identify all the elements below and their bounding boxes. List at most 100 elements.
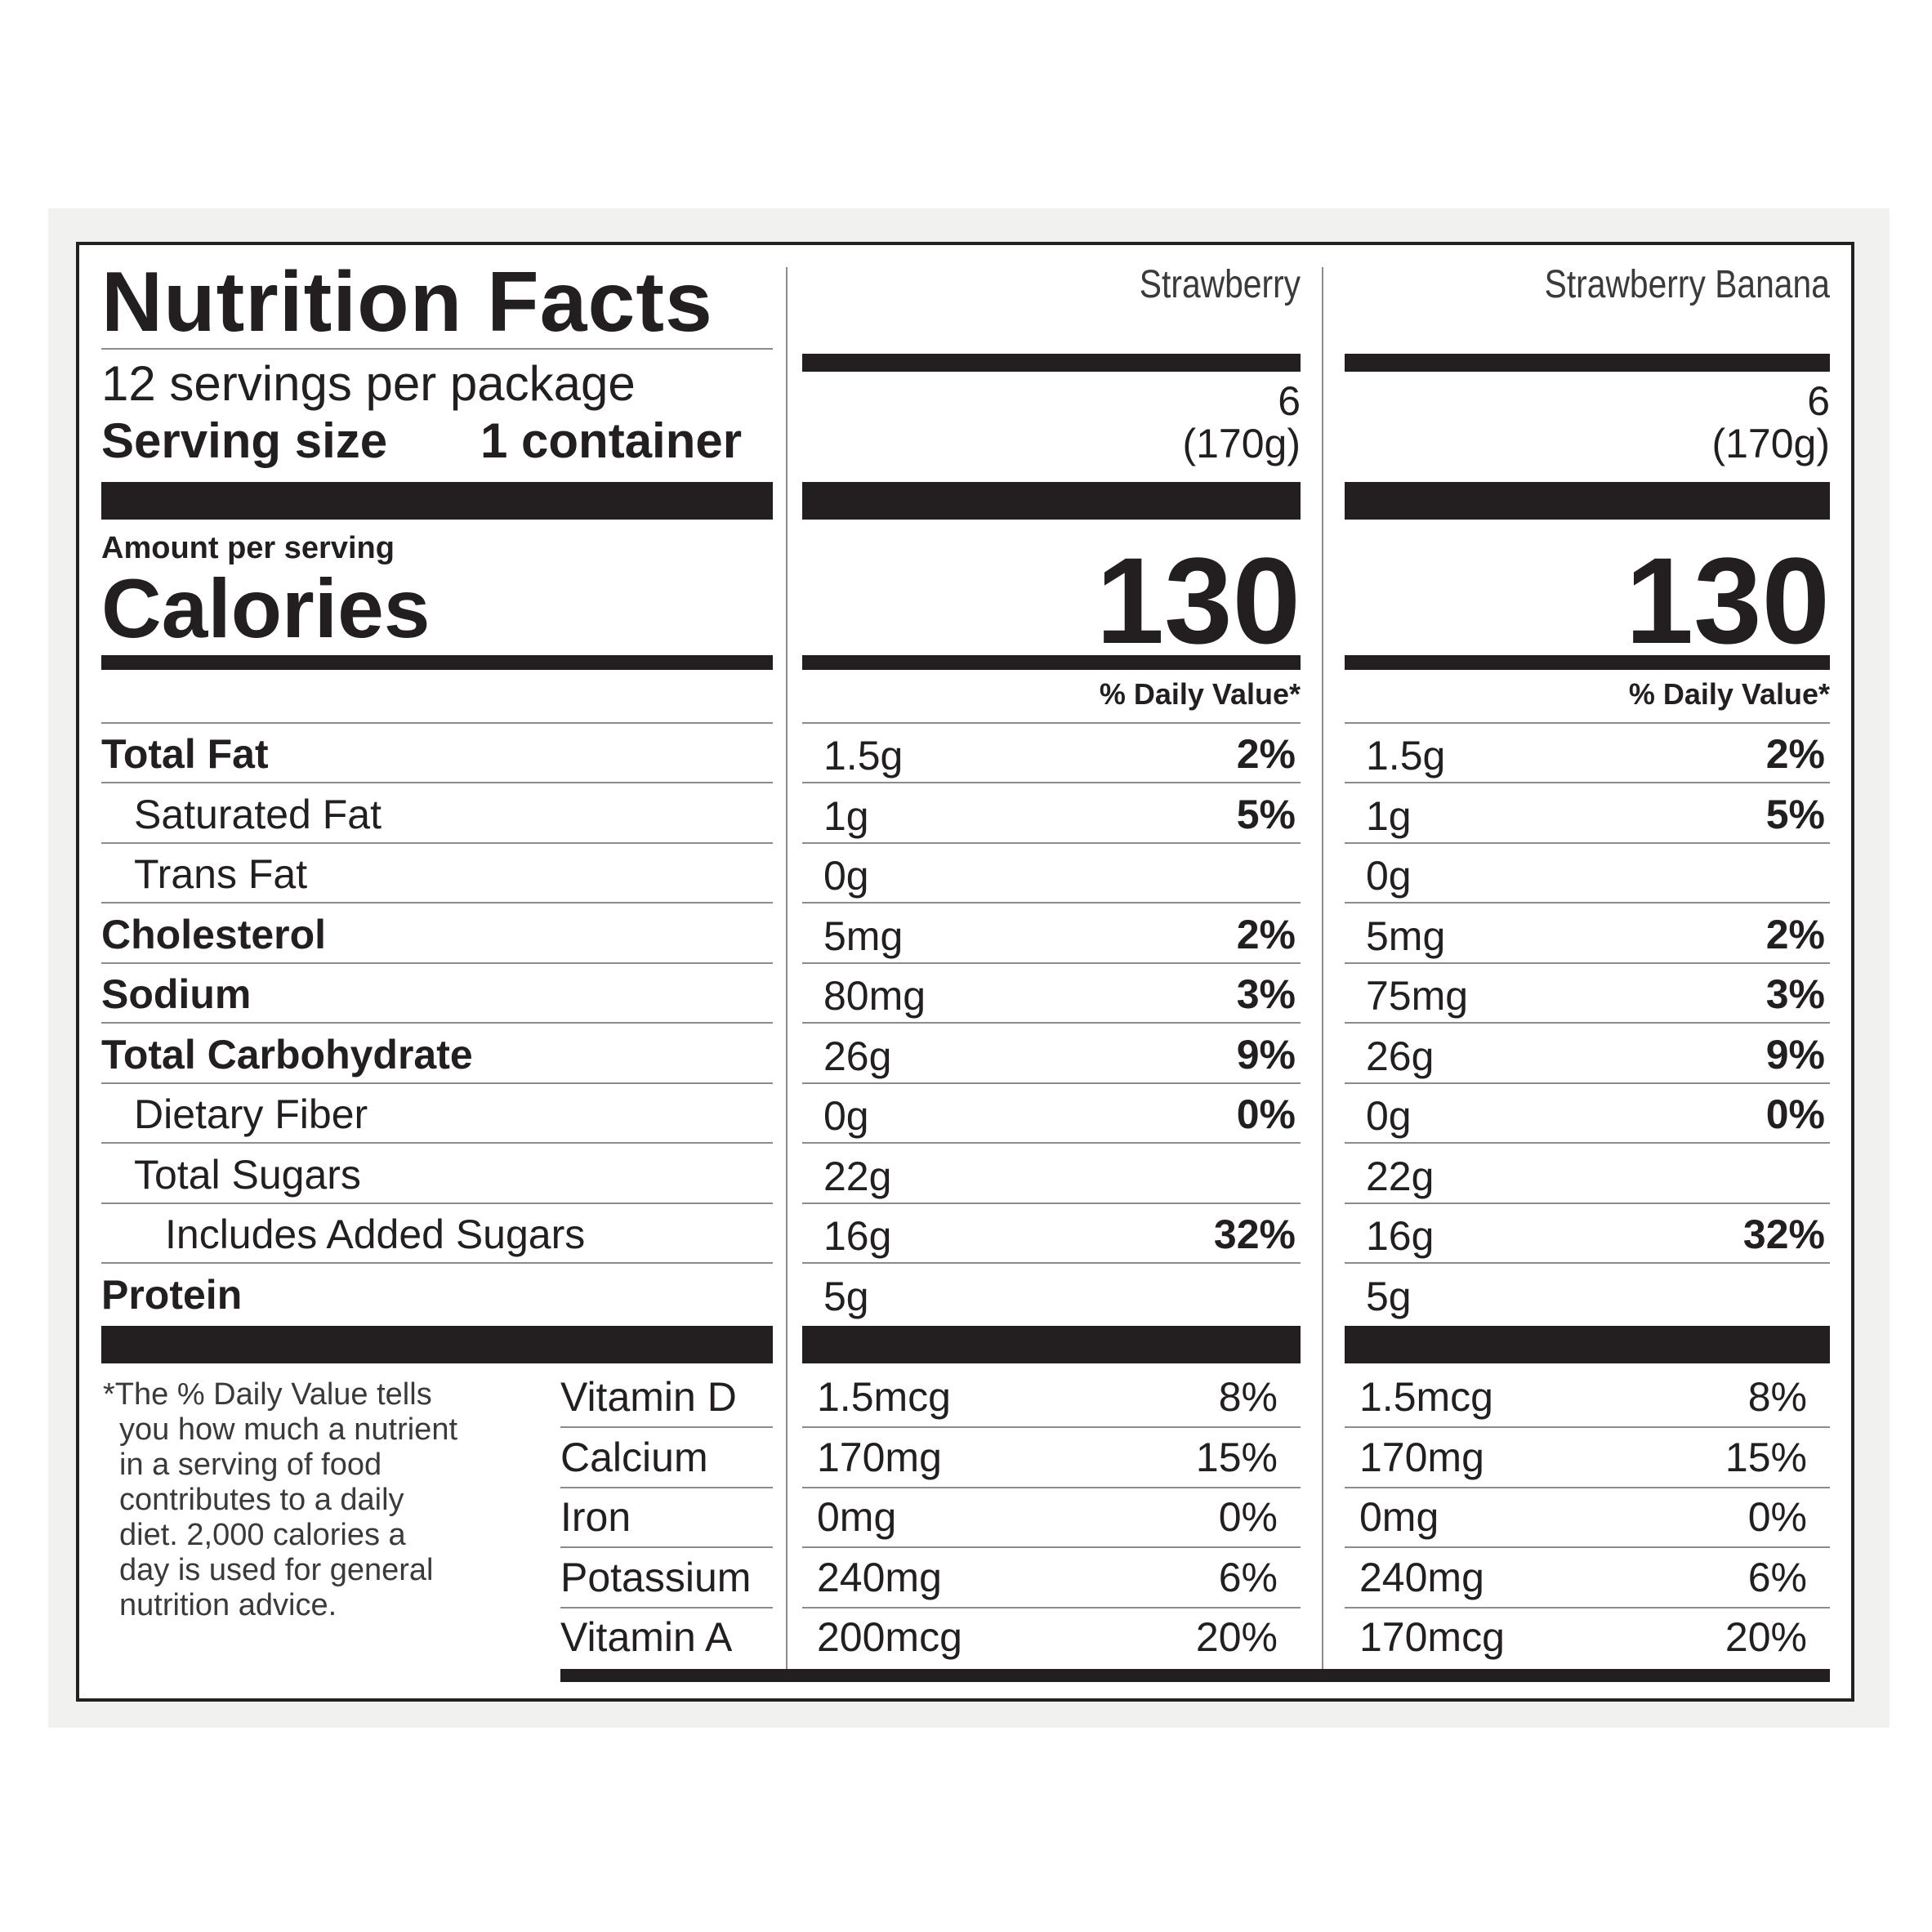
column-strawberry-banana-nutrient-dv: 9% (1765, 1031, 1825, 1078)
column-strawberry-banana-name: Strawberry Banana (1544, 263, 1830, 306)
servings-per-package: 12 servings per package (101, 356, 636, 411)
nutrient-label: Total Carbohydrate (101, 1031, 473, 1078)
column-strawberry-nutrient-amount: 1g (823, 792, 869, 839)
row-divider (802, 1606, 1301, 1609)
row-divider (101, 962, 773, 964)
footnote-line: diet. 2,000 calories a (119, 1518, 406, 1552)
row-divider (101, 782, 773, 783)
column-strawberry-banana-serving-grams: (170g) (1711, 421, 1830, 466)
row-divider (1345, 1486, 1830, 1488)
column-strawberry-banana-nutrient-amount: 0g (1366, 1093, 1412, 1139)
thick-bar (1345, 655, 1830, 670)
row-divider (802, 1082, 1301, 1084)
column-strawberry-nutrient-dv: 2% (1236, 731, 1296, 777)
column-strawberry-nutrient-dv: 9% (1236, 1031, 1296, 1078)
row-divider (560, 1606, 773, 1609)
thick-bar (1345, 354, 1830, 372)
column-strawberry-nutrient-dv: 32% (1213, 1211, 1296, 1257)
column-strawberry-vitamin-amount: 240mg (817, 1554, 942, 1600)
row-divider (802, 1546, 1301, 1548)
row-divider (802, 902, 1301, 904)
nutrient-label: Trans Fat (134, 851, 308, 897)
footnote-line: *The % Daily Value tells (103, 1377, 432, 1412)
column-strawberry-banana-vitamin-dv: 6% (1747, 1554, 1807, 1600)
nutrient-label: Cholesterol (101, 911, 327, 957)
footnote-line: day is used for general (119, 1553, 434, 1587)
row-divider (1345, 1546, 1830, 1548)
row-divider (802, 1262, 1301, 1264)
row-divider (1345, 1142, 1830, 1144)
column-strawberry-banana-vitamin-dv: 0% (1747, 1494, 1807, 1540)
row-divider (802, 841, 1301, 844)
column-strawberry-banana-vitamin-amount: 1.5mcg (1359, 1374, 1493, 1420)
column-strawberry-vitamin-dv: 15% (1195, 1434, 1278, 1480)
row-divider (1345, 1606, 1830, 1609)
column-strawberry-banana-nutrient-amount: 75mg (1366, 973, 1469, 1019)
column-strawberry-banana-nutrient-dv: 2% (1765, 731, 1825, 777)
column-strawberry-nutrient-amount: 5g (823, 1273, 869, 1319)
thick-bar (802, 482, 1301, 520)
amount-per-serving: Amount per serving (101, 531, 395, 565)
thick-bar (101, 482, 773, 520)
row-divider (1345, 841, 1830, 844)
column-strawberry-nutrient-dv: 3% (1236, 971, 1296, 1017)
thick-bar (560, 1669, 1830, 1682)
serving-size-value: 1 container (480, 413, 743, 468)
row-divider (802, 1142, 1301, 1144)
column-strawberry-banana-nutrient-amount: 16g (1366, 1213, 1434, 1259)
nutrient-label: Includes Added Sugars (165, 1211, 586, 1257)
thick-bar (802, 655, 1301, 670)
column-strawberry-banana-vitamin-dv: 15% (1725, 1434, 1807, 1480)
column-strawberry-banana-nutrient-amount: 5g (1366, 1273, 1412, 1319)
column-separator (786, 267, 788, 1676)
column-strawberry-dv-header: % Daily Value* (1099, 677, 1301, 711)
column-strawberry-vitamin-dv: 6% (1218, 1554, 1278, 1600)
column-strawberry-nutrient-amount: 80mg (823, 973, 926, 1019)
calories-label: Calories (101, 562, 431, 655)
vitamin-label: Calcium (560, 1434, 708, 1480)
nutrient-label: Dietary Fiber (134, 1091, 368, 1137)
thick-bar (101, 655, 773, 670)
column-strawberry-banana-nutrient-amount: 5mg (1366, 912, 1446, 959)
row-divider (101, 1022, 773, 1024)
column-strawberry-vitamin-amount: 0mg (817, 1494, 897, 1540)
column-strawberry-banana-vitamin-amount: 0mg (1359, 1494, 1439, 1540)
column-strawberry-servings: 6 (1278, 378, 1301, 424)
row-divider (802, 1202, 1301, 1204)
row-divider (101, 1202, 773, 1204)
row-divider (1345, 902, 1830, 904)
column-strawberry-banana-nutrient-amount: 22g (1366, 1153, 1434, 1199)
column-strawberry-nutrient-dv: 5% (1236, 791, 1296, 837)
column-strawberry-nutrient-amount: 22g (823, 1153, 892, 1199)
column-strawberry-banana-dv-header: % Daily Value* (1628, 677, 1830, 711)
row-divider (802, 1486, 1301, 1488)
column-strawberry-banana-nutrient-dv: 5% (1765, 791, 1825, 837)
column-strawberry-banana-nutrient-amount: 1.5g (1366, 733, 1446, 779)
row-divider (1345, 1426, 1830, 1428)
row-divider (101, 902, 773, 904)
row-divider (560, 1546, 773, 1548)
thick-bar (802, 1326, 1301, 1363)
column-separator (1322, 267, 1323, 1676)
thick-bar (802, 354, 1301, 372)
row-divider (560, 1486, 773, 1488)
title: Nutrition Facts (101, 255, 713, 350)
footnote-line: you how much a nutrient (119, 1412, 458, 1447)
nutrient-label: Total Fat (101, 731, 269, 777)
row-divider (1345, 1022, 1830, 1024)
nutrient-label: Saturated Fat (134, 791, 381, 837)
column-strawberry-banana-nutrient-amount: 0g (1366, 853, 1412, 899)
nutrient-label: Total Sugars (134, 1151, 361, 1198)
column-strawberry-name: Strawberry (1139, 263, 1301, 306)
column-strawberry-banana-vitamin-dv: 20% (1725, 1614, 1807, 1660)
footnote-line: nutrition advice. (119, 1588, 337, 1622)
column-strawberry-nutrient-amount: 5mg (823, 912, 904, 959)
column-strawberry-banana-nutrient-amount: 1g (1366, 792, 1412, 839)
column-strawberry-vitamin-amount: 200mcg (817, 1614, 962, 1660)
row-divider (802, 1022, 1301, 1024)
column-strawberry-nutrient-amount: 26g (823, 1033, 892, 1079)
row-divider (101, 1262, 773, 1264)
row-divider (1345, 1202, 1830, 1204)
column-strawberry-nutrient-dv: 0% (1236, 1091, 1296, 1137)
row-divider (101, 722, 773, 724)
